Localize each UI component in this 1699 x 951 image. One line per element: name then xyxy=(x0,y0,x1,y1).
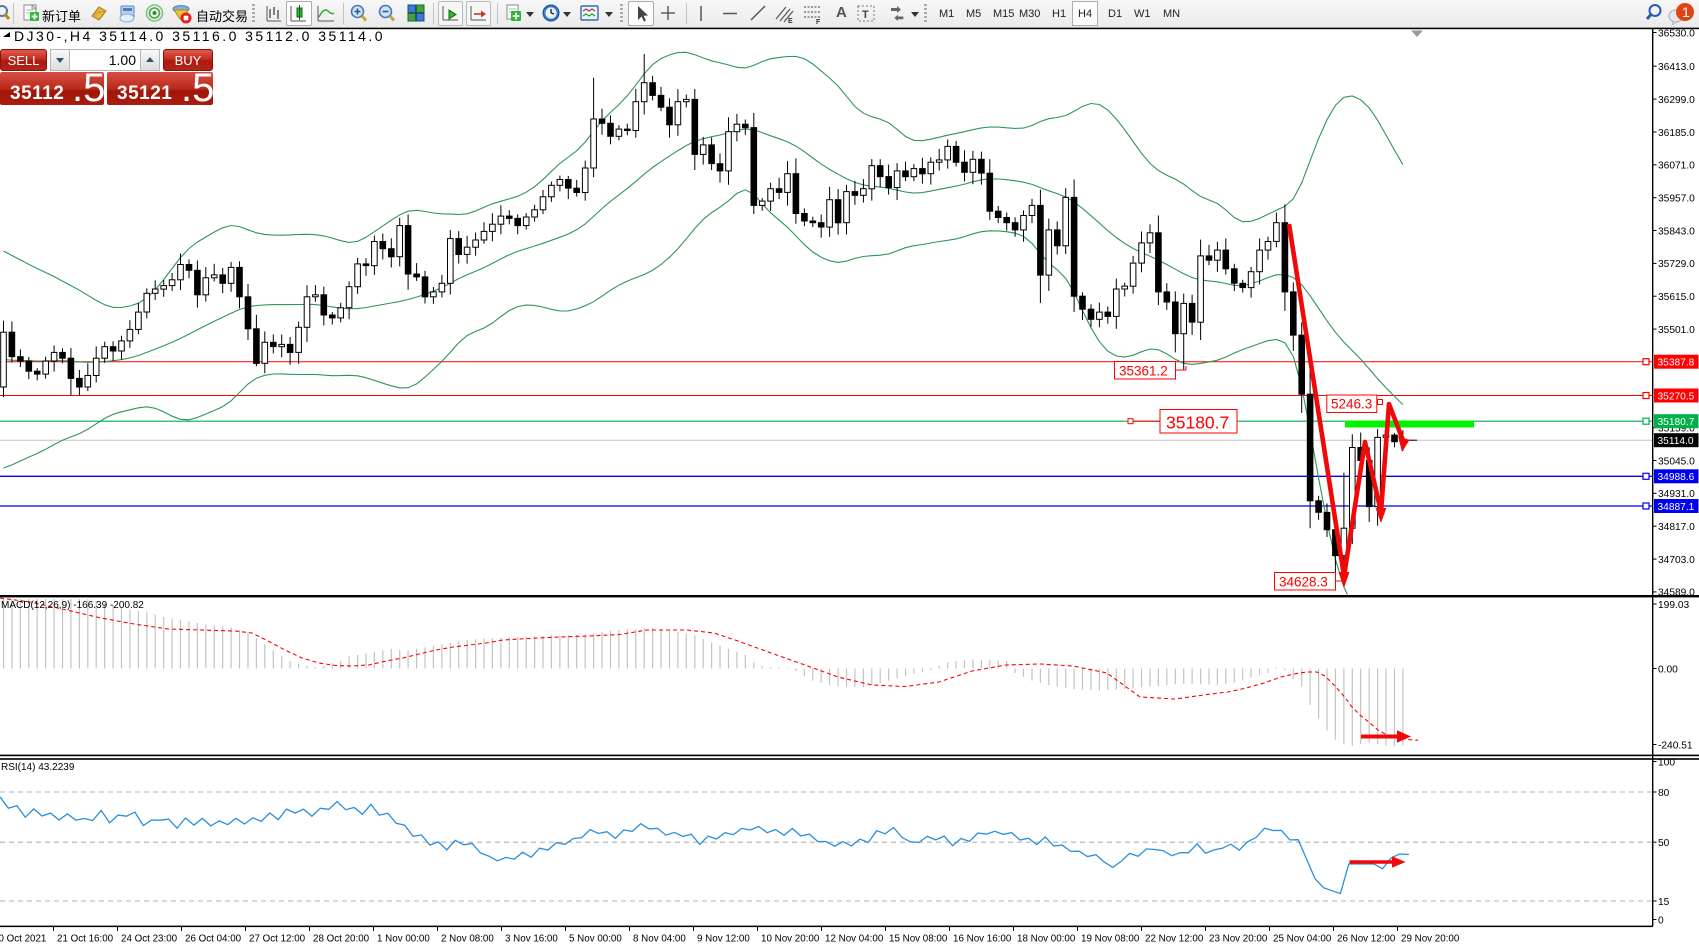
svg-text:24 Oct 23:00: 24 Oct 23:00 xyxy=(121,934,178,945)
svg-text:16 Nov 16:00: 16 Nov 16:00 xyxy=(953,934,1012,945)
svg-text:35361.2: 35361.2 xyxy=(1119,363,1168,378)
svg-text:12 Nov 04:00: 12 Nov 04:00 xyxy=(825,934,884,945)
svg-text:34817.0: 34817.0 xyxy=(1658,522,1695,533)
svg-text:36299.0: 36299.0 xyxy=(1658,95,1695,106)
svg-text:1: 1 xyxy=(1682,4,1690,20)
svg-text:E: E xyxy=(788,18,793,25)
svg-text:35387.8: 35387.8 xyxy=(1658,358,1695,369)
svg-text:9 Nov 12:00: 9 Nov 12:00 xyxy=(697,934,750,945)
svg-text:22 Nov 12:00: 22 Nov 12:00 xyxy=(1145,934,1204,945)
svg-text:35114.0: 35114.0 xyxy=(1658,436,1694,447)
svg-text:T: T xyxy=(862,9,869,21)
svg-text:2 Nov 08:00: 2 Nov 08:00 xyxy=(441,934,494,945)
svg-text:RSI(14) 43.2239: RSI(14) 43.2239 xyxy=(1,762,75,773)
svg-text:80: 80 xyxy=(1658,788,1670,799)
svg-text:28 Oct 20:00: 28 Oct 20:00 xyxy=(313,934,370,945)
svg-text:35957.0: 35957.0 xyxy=(1658,194,1695,205)
svg-text:3 Nov 16:00: 3 Nov 16:00 xyxy=(505,934,558,945)
svg-text:35180.7: 35180.7 xyxy=(1658,417,1695,428)
svg-text:18 Nov 00:00: 18 Nov 00:00 xyxy=(1017,934,1076,945)
svg-text:5 Nov 00:00: 5 Nov 00:00 xyxy=(569,934,622,945)
svg-text:19 Nov 08:00: 19 Nov 08:00 xyxy=(1081,934,1140,945)
svg-text:34931.0: 34931.0 xyxy=(1658,489,1695,500)
svg-text:35615.0: 35615.0 xyxy=(1658,292,1695,303)
svg-text:26 Oct 04:00: 26 Oct 04:00 xyxy=(185,934,242,945)
svg-text:0: 0 xyxy=(1658,915,1664,926)
svg-text:26 Nov 12:00: 26 Nov 12:00 xyxy=(1337,934,1396,945)
svg-text:F: F xyxy=(816,19,821,25)
svg-text:35729.0: 35729.0 xyxy=(1658,259,1695,270)
svg-text:34589.0: 34589.0 xyxy=(1658,588,1695,599)
svg-text:35180.7: 35180.7 xyxy=(1166,413,1229,433)
svg-text:21 Oct 16:00: 21 Oct 16:00 xyxy=(57,934,114,945)
svg-text:DJ30-,H4 35114.0 35116.0 3511: DJ30-,H4 35114.0 35116.0 35112.0 35114.0 xyxy=(14,28,385,44)
svg-text:5246.3: 5246.3 xyxy=(1331,397,1372,412)
svg-text:35159.0: 35159.0 xyxy=(1658,423,1695,434)
svg-text:36185.0: 36185.0 xyxy=(1658,128,1695,139)
svg-text:199.03: 199.03 xyxy=(1658,600,1689,611)
svg-text:MACD(12,26,9) -166.39 -200.82: MACD(12,26,9) -166.39 -200.82 xyxy=(1,600,144,611)
svg-text:100: 100 xyxy=(1658,757,1675,768)
svg-text:35270.5: 35270.5 xyxy=(1658,391,1695,402)
svg-text:1 Nov 00:00: 1 Nov 00:00 xyxy=(377,934,430,945)
svg-text:20 Oct 2021: 20 Oct 2021 xyxy=(0,934,46,945)
svg-text:36413.0: 36413.0 xyxy=(1658,62,1695,73)
svg-text:34887.1: 34887.1 xyxy=(1658,502,1695,513)
svg-text:8 Nov 04:00: 8 Nov 04:00 xyxy=(633,934,686,945)
svg-text:25 Nov 04:00: 25 Nov 04:00 xyxy=(1273,934,1332,945)
svg-text:35843.0: 35843.0 xyxy=(1658,226,1695,237)
svg-text:15 Nov 08:00: 15 Nov 08:00 xyxy=(889,934,948,945)
svg-text:0.00: 0.00 xyxy=(1658,664,1678,675)
svg-text:50: 50 xyxy=(1658,838,1670,849)
svg-text:29 Nov 20:00: 29 Nov 20:00 xyxy=(1401,934,1460,945)
svg-text:35045.0: 35045.0 xyxy=(1658,456,1695,467)
svg-text:34703.0: 34703.0 xyxy=(1658,555,1695,566)
svg-text:35501.0: 35501.0 xyxy=(1658,325,1695,336)
svg-text:10 Nov 20:00: 10 Nov 20:00 xyxy=(761,934,820,945)
svg-text:34628.3: 34628.3 xyxy=(1279,574,1328,589)
svg-text:27 Oct 12:00: 27 Oct 12:00 xyxy=(249,934,306,945)
svg-text:-240.51: -240.51 xyxy=(1658,740,1693,751)
svg-text:23 Nov 20:00: 23 Nov 20:00 xyxy=(1209,934,1268,945)
svg-text:36071.0: 36071.0 xyxy=(1658,161,1695,172)
svg-text:15: 15 xyxy=(1658,897,1670,908)
svg-text:34988.6: 34988.6 xyxy=(1658,472,1695,483)
svg-text:36530.0: 36530.0 xyxy=(1658,28,1695,39)
